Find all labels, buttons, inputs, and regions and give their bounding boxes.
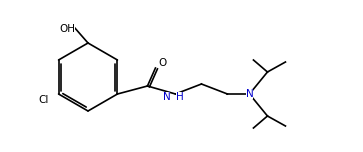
Text: Cl: Cl	[38, 95, 49, 105]
Text: OH: OH	[59, 24, 75, 34]
Text: N: N	[246, 89, 253, 99]
Text: N: N	[163, 92, 171, 102]
Text: H: H	[176, 92, 184, 102]
Text: O: O	[158, 58, 167, 68]
